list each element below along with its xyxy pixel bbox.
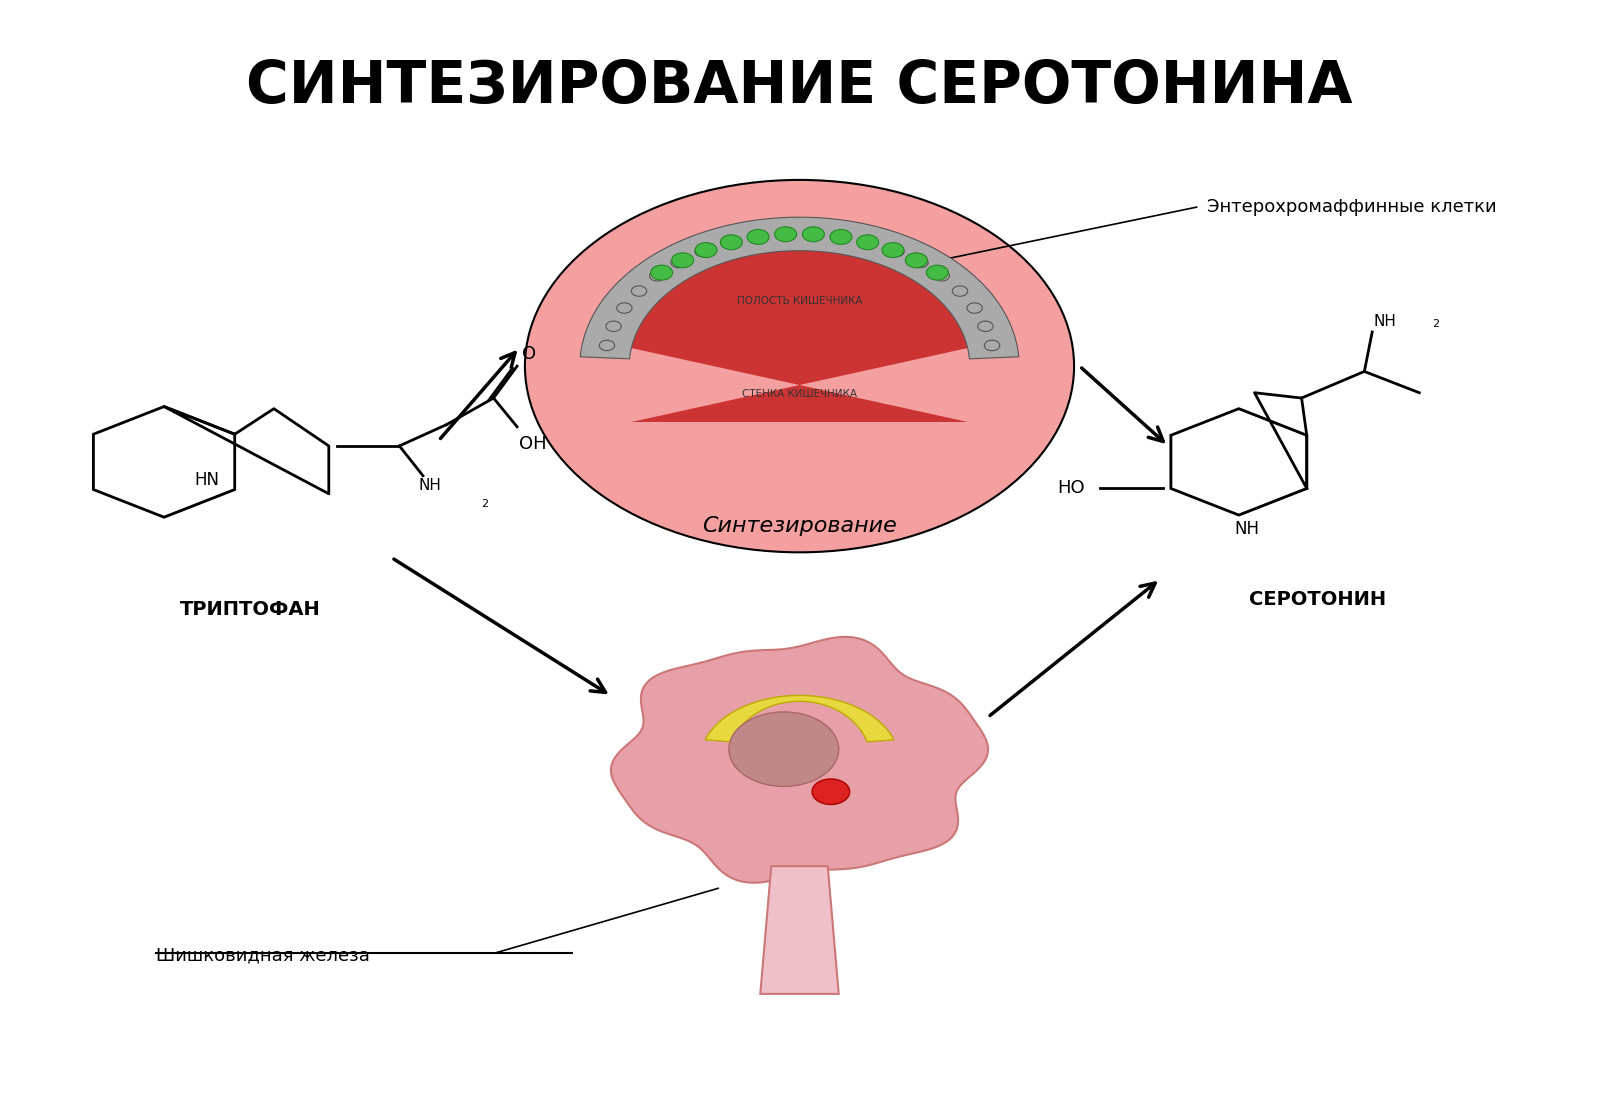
Polygon shape xyxy=(580,218,1019,359)
Circle shape xyxy=(696,243,716,257)
Text: ПОЛОСТЬ КИШЕЧНИКА: ПОЛОСТЬ КИШЕЧНИКА xyxy=(737,296,862,306)
Circle shape xyxy=(774,226,796,242)
Circle shape xyxy=(524,179,1075,552)
Text: O: O xyxy=(521,345,536,363)
Polygon shape xyxy=(611,637,988,883)
Circle shape xyxy=(729,712,839,787)
Polygon shape xyxy=(705,696,894,742)
Circle shape xyxy=(651,265,673,280)
Circle shape xyxy=(857,235,878,249)
Polygon shape xyxy=(760,866,839,993)
Text: NH: NH xyxy=(419,478,441,492)
Text: СИНТЕЗИРОВАНИЕ СЕРОТОНИНА: СИНТЕЗИРОВАНИЕ СЕРОТОНИНА xyxy=(246,58,1353,115)
Text: ТРИПТОФАН: ТРИПТОФАН xyxy=(181,601,321,619)
Circle shape xyxy=(905,253,927,268)
Circle shape xyxy=(926,265,948,280)
Circle shape xyxy=(883,243,903,257)
Circle shape xyxy=(672,253,694,268)
Text: HN: HN xyxy=(195,472,219,489)
Text: СТЕНКА КИШЕЧНИКА: СТЕНКА КИШЕЧНИКА xyxy=(742,389,857,399)
Text: OH: OH xyxy=(518,435,547,453)
Circle shape xyxy=(830,230,852,244)
Circle shape xyxy=(747,230,769,244)
Circle shape xyxy=(721,235,742,249)
Polygon shape xyxy=(632,251,967,422)
Text: 2: 2 xyxy=(481,499,488,509)
Text: Шишковидная железа: Шишковидная железа xyxy=(157,946,369,964)
Text: HO: HO xyxy=(1057,479,1084,498)
Text: 2: 2 xyxy=(1431,318,1439,329)
Text: Энтерохромаффинные клетки: Энтерохромаффинные клетки xyxy=(1207,198,1497,216)
Text: СЕРОТОНИН: СЕРОТОНИН xyxy=(1249,590,1386,608)
Circle shape xyxy=(803,226,825,242)
Text: Синтезирование: Синтезирование xyxy=(702,515,897,536)
Circle shape xyxy=(812,779,849,804)
Text: NH: NH xyxy=(1374,314,1396,329)
Text: NH: NH xyxy=(1234,521,1258,538)
